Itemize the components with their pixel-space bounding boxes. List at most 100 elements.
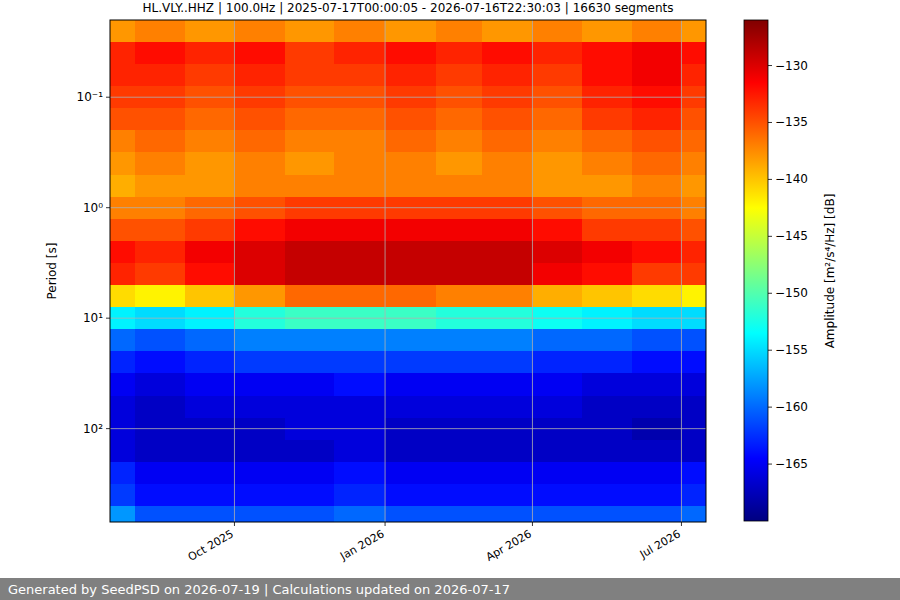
cell [532, 351, 582, 373]
cell [436, 130, 482, 152]
cell [482, 462, 533, 484]
cell [681, 241, 706, 263]
cell [185, 20, 235, 42]
cell [185, 64, 235, 86]
cell [385, 351, 436, 373]
cell [110, 484, 135, 507]
colorbar-tick [768, 407, 772, 408]
cell [110, 219, 135, 241]
cell [234, 506, 285, 522]
cell [681, 64, 706, 86]
y-tick [106, 318, 110, 319]
cell [334, 285, 385, 307]
cell [285, 329, 335, 351]
title: HL.VLY..HHZ | 100.0Hz | 2025-07-17T00:00… [142, 1, 673, 15]
cell [285, 462, 335, 484]
y-grid-line [110, 97, 706, 98]
cell [436, 42, 482, 65]
cell [632, 42, 682, 65]
cell [436, 373, 482, 396]
cell [632, 130, 682, 152]
cell [110, 130, 135, 152]
cell [385, 42, 436, 65]
x-tick-label: Jan 2026 [337, 527, 386, 563]
cell [185, 241, 235, 263]
cell [436, 263, 482, 286]
cell [582, 396, 633, 418]
cell [436, 64, 482, 86]
cell [436, 506, 482, 522]
cell [482, 506, 533, 522]
cell [135, 175, 186, 197]
cell [334, 108, 385, 130]
footer-text: Generated by SeedPSD on 2026-07-19 | Cal… [8, 582, 510, 597]
cell [135, 263, 186, 286]
y-tick-label: 10⁻¹ [77, 90, 104, 104]
cell [334, 42, 385, 65]
cell [632, 152, 682, 175]
cell [632, 329, 682, 351]
cell [234, 440, 285, 462]
cell [582, 263, 633, 286]
cell [632, 64, 682, 86]
cell [385, 20, 436, 42]
cell [632, 241, 682, 263]
cell [185, 440, 235, 462]
cell [532, 108, 582, 130]
cell [385, 175, 436, 197]
cell [110, 329, 135, 351]
colorbar-tick-label: −135 [775, 115, 808, 129]
cell [632, 263, 682, 286]
cell [532, 20, 582, 42]
cell [334, 263, 385, 286]
cell [632, 351, 682, 373]
cell [285, 108, 335, 130]
cell [532, 440, 582, 462]
cell [110, 396, 135, 418]
cell [110, 462, 135, 484]
cell [234, 329, 285, 351]
colorbar-tick [768, 65, 772, 66]
colorbar-tick-label: −140 [775, 172, 808, 186]
cell [185, 484, 235, 507]
cell [632, 506, 682, 522]
cell [681, 440, 706, 462]
y-axis-title: Period [s] [45, 243, 59, 300]
cell [632, 219, 682, 241]
cell [135, 285, 186, 307]
chart: Oct 2025Jan 2026Apr 2026Jul 202610⁻¹10⁰1… [0, 0, 900, 600]
cell [436, 219, 482, 241]
cell [285, 42, 335, 65]
cell [234, 42, 285, 65]
cell [436, 351, 482, 373]
cell [185, 42, 235, 65]
cell [482, 263, 533, 286]
cell [135, 64, 186, 86]
cell [285, 130, 335, 152]
cell [482, 484, 533, 507]
cell [436, 462, 482, 484]
cell [532, 373, 582, 396]
cell [334, 373, 385, 396]
colorbar-tick-label: −130 [775, 59, 808, 73]
cell [532, 219, 582, 241]
cell [234, 462, 285, 484]
cell [135, 396, 186, 418]
cell [582, 219, 633, 241]
colorbar-bar [744, 20, 768, 521]
cell [234, 285, 285, 307]
cell [385, 373, 436, 396]
cell [582, 484, 633, 507]
cell [385, 396, 436, 418]
cell [632, 175, 682, 197]
x-tick-label: Jul 2026 [637, 527, 683, 561]
cell [135, 484, 186, 507]
cell [285, 351, 335, 373]
cell [385, 506, 436, 522]
cell [632, 108, 682, 130]
cell [234, 175, 285, 197]
cell [110, 64, 135, 86]
cell [285, 440, 335, 462]
cell [681, 506, 706, 522]
colorbar-tick-label: −155 [775, 343, 808, 357]
